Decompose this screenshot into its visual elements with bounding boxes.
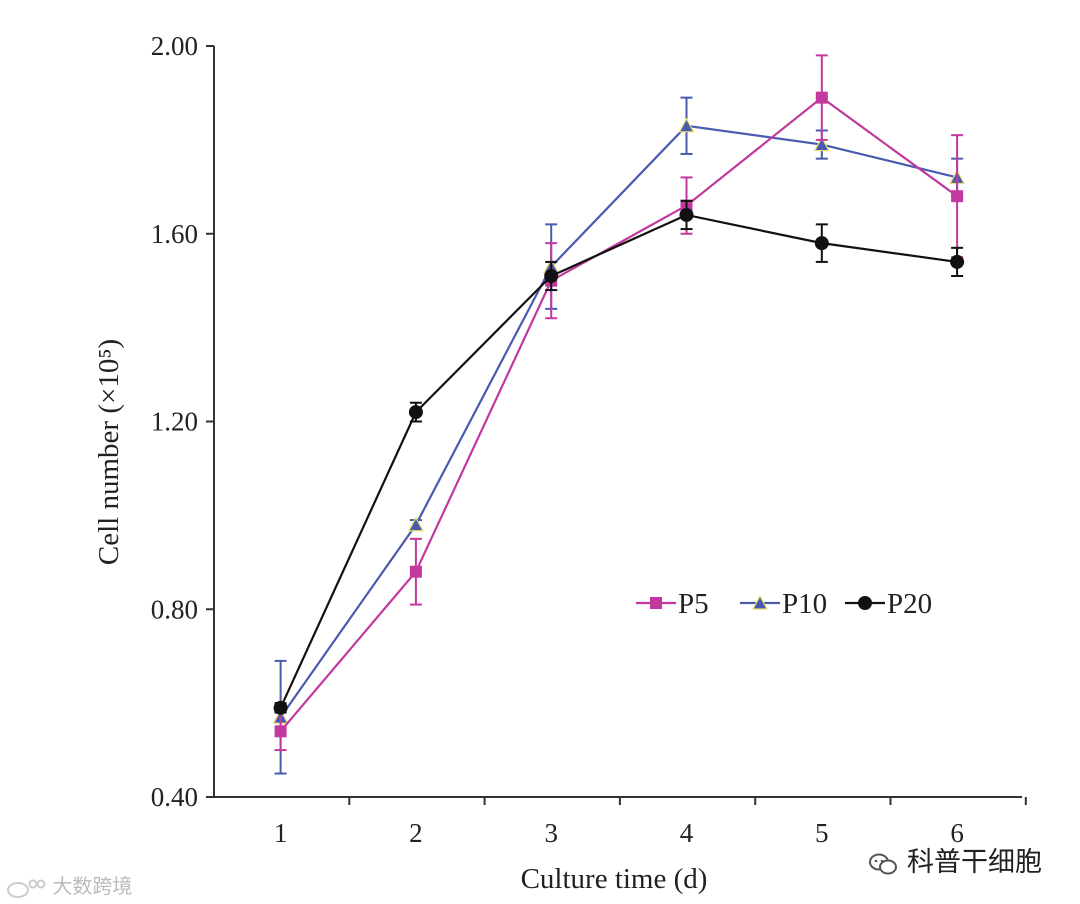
data-point-p10 [678, 117, 695, 133]
y-axis-title: Cell number (×10⁵) [93, 339, 125, 565]
x-tick-label: 1 [274, 818, 288, 848]
wechat-icon [869, 853, 898, 874]
y-axis-ticks: 0.40 0.80 1.20 1.60 2.00 [151, 31, 214, 812]
data-point-p20 [679, 207, 694, 222]
legend-marker [650, 597, 662, 609]
legend-item-p5: P5 [636, 588, 709, 620]
series-p20 [273, 199, 965, 715]
series-line-p10 [279, 124, 958, 718]
y-tick-label: 0.40 [151, 782, 198, 812]
series-line-p20 [279, 213, 958, 709]
series-line-p5 [279, 96, 958, 732]
series-p5 [274, 54, 964, 752]
x-tick-label: 5 [815, 818, 829, 848]
data-point-p5 [815, 91, 828, 104]
legend-item-p10: P10 [740, 588, 827, 620]
x-tick-label: 4 [680, 818, 694, 848]
legend-label: P10 [782, 588, 827, 620]
x-axis-ticks: 1 2 3 4 5 6 [274, 797, 1027, 848]
legend-item-p20: P20 [845, 588, 932, 620]
y-tick-label: 1.60 [151, 219, 198, 249]
data-point-p5 [951, 190, 964, 203]
chart-axes [213, 46, 1022, 798]
legend-marker [751, 594, 769, 610]
legend: P5 P10 P20 [636, 588, 932, 620]
data-point-p5 [409, 565, 422, 578]
legend-label: P20 [887, 588, 932, 620]
data-point-p20 [814, 236, 829, 251]
data-point-p10 [407, 516, 424, 532]
y-tick-label: 1.20 [151, 407, 198, 437]
x-tick-label: 3 [544, 818, 558, 848]
data-point-p5 [274, 725, 287, 738]
watermark-left-text: 大数跨境 [52, 874, 133, 898]
legend-label: P5 [678, 588, 709, 620]
watermark-right: 科普干细胞 [868, 840, 1042, 879]
data-point-p20 [273, 700, 288, 715]
watermark-right-text: 科普干细胞 [907, 847, 1042, 878]
data-point-p20 [544, 268, 559, 283]
x-tick-label: 6 [950, 818, 964, 848]
plot-area [272, 54, 966, 775]
data-point-p20 [408, 405, 423, 420]
series-p10 [272, 96, 966, 775]
data-point-p10 [813, 136, 830, 152]
watermark-left: 大数跨境 [6, 870, 132, 899]
y-tick-label: 0.80 [151, 594, 198, 624]
x-tick-label: 2 [409, 818, 423, 848]
y-tick-label: 2.00 [151, 31, 198, 61]
legend-marker [858, 596, 872, 610]
data-point-p20 [950, 254, 965, 269]
x-axis-title: Culture time (d) [521, 863, 708, 895]
weibo-icon [7, 879, 46, 898]
